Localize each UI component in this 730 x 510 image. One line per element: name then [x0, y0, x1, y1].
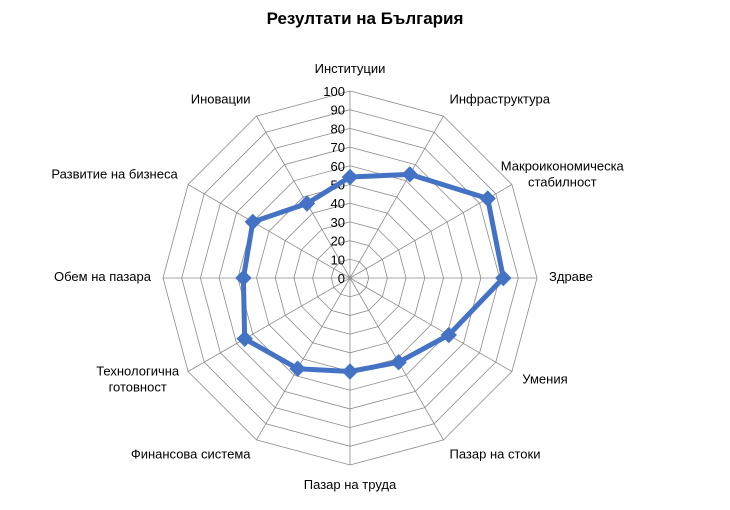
data-point-marker	[341, 363, 359, 380]
data-point-marker	[235, 269, 252, 287]
category-label: Институции	[315, 61, 386, 76]
tick-label: 20	[331, 234, 345, 249]
tick-label: 40	[331, 196, 345, 211]
tick-label: 80	[331, 121, 345, 136]
data-point-marker	[244, 213, 262, 231]
axis-spoke	[187, 277, 351, 372]
category-label: Макроикономическа стабилност	[501, 159, 625, 190]
category-label: Финансова система	[131, 447, 251, 462]
tick-label: 60	[331, 159, 345, 174]
tick-label: 90	[331, 103, 345, 118]
category-label: Развитие на бизнеса	[51, 167, 178, 182]
tick-label: 30	[331, 215, 345, 230]
tick-label: 70	[331, 140, 345, 155]
data-point-marker	[479, 190, 496, 207]
data-point-marker	[440, 326, 457, 344]
axis-spoke	[349, 277, 513, 372]
category-label: Иновации	[191, 92, 251, 107]
category-label: Технологична готовност	[96, 364, 180, 395]
axis-spoke	[187, 184, 351, 279]
category-label: Умения	[522, 372, 567, 387]
data-point-marker	[401, 166, 419, 183]
series-line	[240, 171, 506, 374]
category-label: Пазар на труда	[304, 477, 397, 492]
category-label: Пазар на стоки	[450, 447, 541, 462]
radar-grid	[162, 90, 538, 466]
tick-label: 10	[331, 252, 345, 267]
data-point-marker	[298, 195, 316, 212]
data-series	[235, 166, 512, 380]
chart-title: Резултати на България	[267, 9, 464, 28]
category-label: Здраве	[549, 269, 593, 284]
axis-spoke	[256, 277, 351, 441]
category-label: Инфраструктура	[450, 92, 551, 107]
data-point-marker	[495, 269, 512, 287]
data-point-marker	[341, 168, 359, 186]
category-labels: Институции Инфраструктура Макроикономическ…	[51, 61, 624, 492]
axis-spoke	[349, 115, 444, 279]
data-point-marker	[390, 354, 407, 371]
tick-label: 0	[338, 271, 345, 286]
category-label: Обем на пазара	[54, 269, 152, 284]
data-point-marker	[289, 360, 306, 377]
data-point-marker	[236, 330, 253, 347]
tick-label: 100	[323, 84, 345, 99]
axis-spoke	[256, 115, 351, 279]
